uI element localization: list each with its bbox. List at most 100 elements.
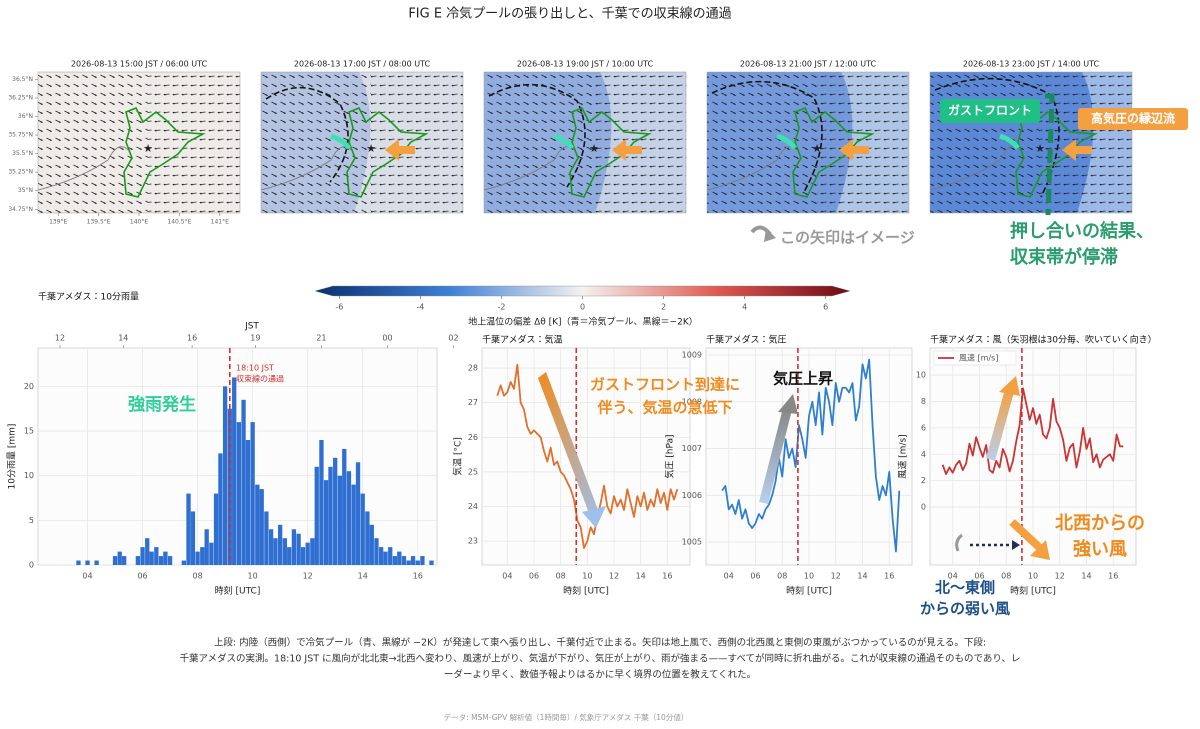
map-x-tick-label: 140°E — [130, 219, 148, 226]
bar — [255, 484, 260, 565]
x-tick-label: 06 — [137, 572, 147, 581]
caption-line: 千葉アメダスの実測。18:10 JST に風向が北北東→北西へ変わり、風速が上が… — [180, 653, 1021, 665]
line — [496, 363, 679, 549]
chart-title: 千葉アメダス：気温 — [482, 334, 563, 346]
y-tick-label: 5 — [29, 516, 34, 525]
bar — [410, 556, 416, 565]
bar — [282, 538, 287, 565]
bar — [328, 466, 333, 565]
x-tick-label: 08 — [1001, 572, 1011, 581]
colorbar-tick-label: 2 — [661, 303, 666, 312]
y-tick-label: 4 — [921, 450, 926, 459]
bar — [259, 489, 264, 565]
pressure-note: 気圧上昇 — [773, 370, 833, 388]
y-tick-label: 20 — [24, 382, 34, 391]
outflow-box — [1078, 108, 1188, 130]
colorbar-tick-label: 4 — [742, 303, 747, 312]
bar — [415, 560, 420, 565]
weak-wind-arrow-head — [1012, 540, 1020, 550]
x-tick-label: 06 — [974, 572, 984, 581]
bar — [314, 466, 319, 565]
gust-arrow — [330, 133, 351, 150]
bar — [218, 453, 223, 565]
x2-axis-label: JST — [244, 322, 259, 332]
colorbar-tick-label: -2 — [497, 303, 505, 312]
marker-label: 収束線の通過 — [236, 374, 284, 384]
map-title: 2026-08-13 15:00 JST / 06:00 UTC — [71, 60, 208, 69]
map-frame — [929, 71, 1133, 214]
gust-arrow — [553, 133, 574, 150]
bar — [300, 547, 306, 565]
legend-box — [933, 350, 1017, 366]
y-tick-label: 15 — [24, 427, 34, 436]
colorbar-tick-label: -6 — [335, 303, 343, 312]
bar — [378, 547, 384, 565]
x-axis-label: 時刻 [UTC] — [215, 586, 261, 597]
chiba-star: ★ — [366, 142, 376, 155]
y-tick-label: 1009 — [682, 351, 702, 360]
bar — [388, 547, 393, 565]
chiba-star: ★ — [143, 142, 153, 155]
x-tick-label: 16 — [884, 572, 894, 581]
gust-arrow — [999, 133, 1020, 150]
x-axis-label: 時刻 [UTC] — [786, 586, 832, 597]
map-frame — [706, 71, 910, 214]
y-tick-label: 1007 — [682, 444, 702, 453]
weak-wind-note: 北～東側 — [935, 579, 995, 597]
bar — [268, 529, 274, 565]
bar — [222, 386, 228, 565]
map-y-tick-label: 35.75°N — [8, 132, 33, 139]
bar — [112, 556, 118, 565]
easterly-arrow — [612, 139, 642, 161]
y-tick-label: 25 — [468, 467, 478, 476]
gray-arrow-head — [764, 228, 776, 242]
x-tick-label: 10 — [582, 572, 592, 581]
temp-arrow-head — [582, 506, 606, 528]
chart-title: 千葉アメダス：気圧 — [706, 334, 787, 346]
chiba-outline — [569, 106, 652, 198]
bar — [369, 524, 374, 565]
outflow-label: 高気圧の縁辺流 — [1091, 111, 1175, 126]
figure-title: FIG E 冷気プールの張り出しと、千葉での収束線の通過 — [408, 6, 731, 22]
bar — [365, 511, 370, 565]
y-tick-label: 28 — [468, 364, 478, 373]
bar — [355, 462, 361, 565]
bar — [337, 475, 343, 565]
chiba-star: ★ — [589, 142, 599, 155]
bar — [374, 538, 379, 565]
x2-tick-label: 02 — [448, 334, 458, 343]
bar — [323, 480, 329, 565]
map-frame — [483, 71, 687, 214]
x-tick-label: 08 — [777, 572, 787, 581]
gust-arrow — [776, 133, 797, 150]
y-axis-label: 風速 [m/s] — [898, 434, 909, 478]
line — [721, 358, 901, 553]
bar — [397, 551, 402, 565]
bar — [310, 538, 315, 565]
y-axis-label: 気圧 [hPa] — [664, 434, 676, 478]
gust-front-label: ガストフロント — [948, 103, 1032, 118]
strong-wind-arrow — [1009, 519, 1043, 551]
strong-wind-note: 北西からの — [1055, 513, 1145, 534]
rain-note: 強雨発生 — [128, 394, 196, 415]
bar — [273, 538, 278, 565]
map-title: 2026-08-13 23:00 JST / 14:00 UTC — [963, 60, 1100, 69]
wind-arrows-east — [1040, 72, 1132, 213]
map-y-tick-label: 35.5°N — [12, 150, 33, 157]
colorbar-tick-label: -4 — [416, 303, 424, 312]
y-tick-label: 0 — [921, 503, 926, 512]
pressure-arrow — [759, 408, 792, 504]
bar — [264, 511, 269, 565]
bar — [346, 471, 352, 565]
y-tick-label: 1008 — [682, 397, 702, 406]
wind-arrows-west — [484, 72, 594, 213]
x-tick-label: 14 — [636, 572, 646, 581]
weak-wind-arrow — [955, 533, 963, 552]
bar — [287, 547, 292, 565]
x-tick-label: 10 — [1028, 572, 1038, 581]
chart-title: 千葉アメダス：風（矢羽根は30分毎、吹いていく向き） — [930, 334, 1157, 346]
chiba-outline — [346, 106, 429, 198]
